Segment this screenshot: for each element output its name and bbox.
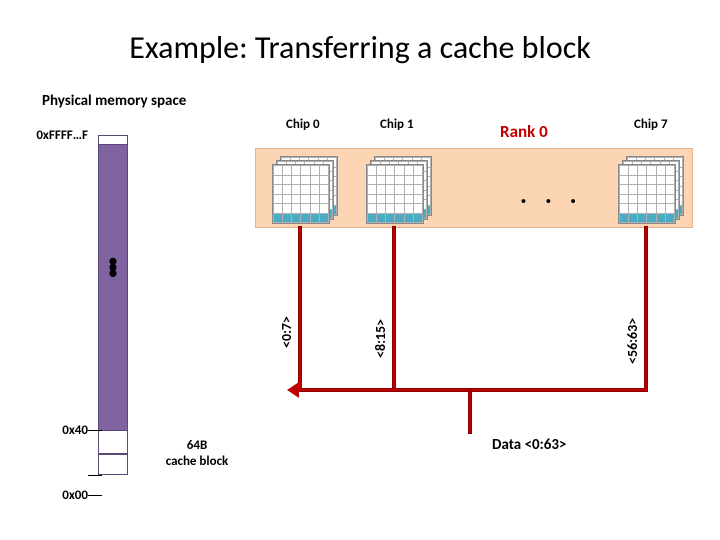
tick-bottom [88,495,102,496]
chip0-label: Chip 0 [286,117,320,132]
chip-grid [618,164,676,224]
bus-range-1: <8:15> [372,319,389,358]
memory-block-mid [98,430,128,454]
chip7-label: Chip 7 [634,117,668,132]
tick-bottom-top [88,475,102,476]
cache-block-label: 64B cache block [152,438,242,469]
bus-line-1 [392,226,396,390]
bus-line-7 [644,226,648,390]
bus-range-7: <56:63> [624,318,641,364]
page-title: Example: Transferring a cache block [0,28,720,67]
addr-bottom: 0x00 [44,488,88,503]
cache-block-line2: cache block [166,454,229,469]
memory-block-top [98,135,128,145]
chip-grid [366,164,424,224]
bus-drop [468,388,472,434]
tick-mid [88,430,102,431]
bus-hline [298,388,648,392]
bus-range-0: <0:7> [278,316,295,348]
data-label: Data <0:63> [492,436,566,454]
chip-ellipsis: . . . [520,178,583,210]
chip1-label: Chip 1 [380,117,414,132]
bus-line-0 [298,226,302,390]
addr-mid: 0x40 [44,423,88,438]
subtitle: Physical memory space [42,92,186,110]
addr-top: 0xFFFF…F [24,128,88,143]
cache-block-line1: 64B [187,438,207,453]
chip-grid [272,164,330,224]
memory-bar [98,135,128,475]
bus-arrow-icon [287,382,299,398]
memory-vdots: ••• [108,258,118,276]
rank-label: Rank 0 [500,121,548,142]
memory-block-bottom [98,454,128,475]
